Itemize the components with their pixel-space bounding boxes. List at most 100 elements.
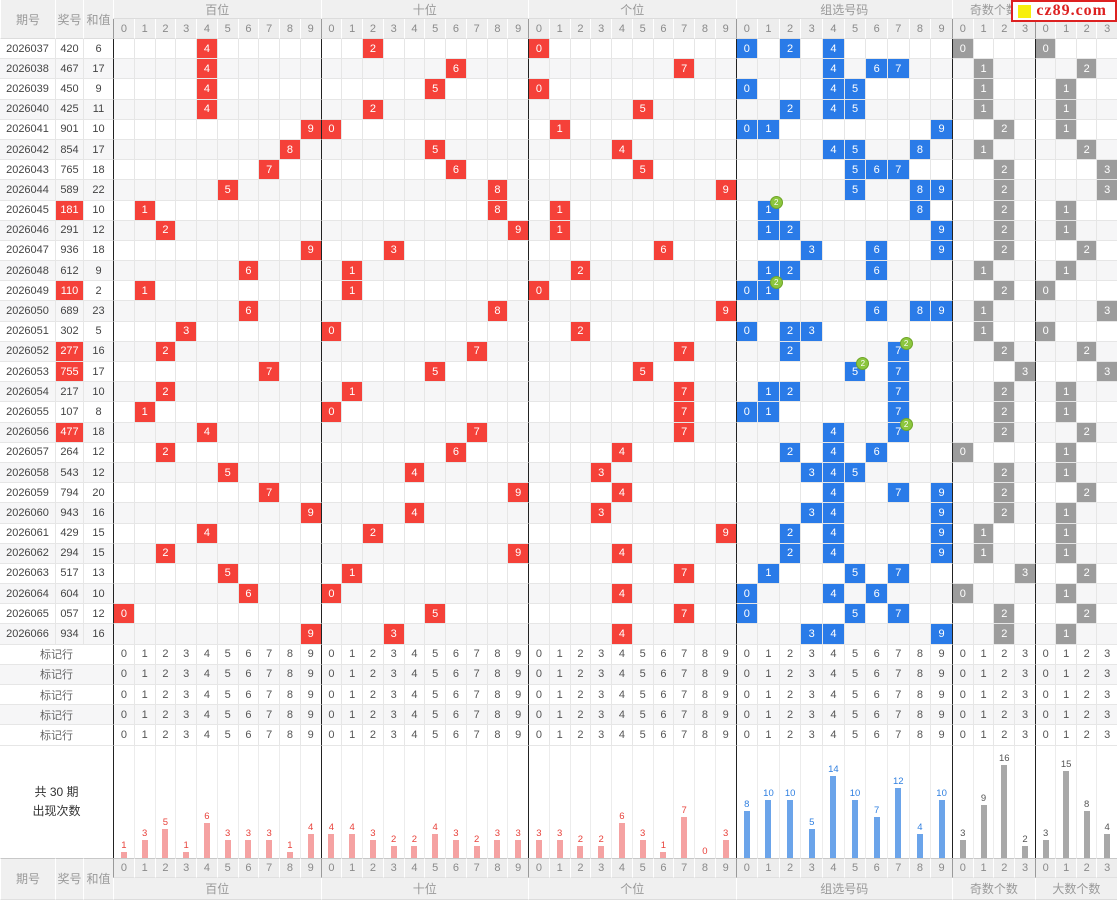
mark-cell-group-5[interactable]: 5 [843, 644, 866, 665]
mark-cell-group-5[interactable]: 5 [843, 685, 866, 706]
mark-cell-big-0[interactable]: 0 [1034, 725, 1056, 746]
mark-cell-odd-0[interactable]: 0 [951, 644, 973, 665]
mark-cell-group-1[interactable]: 1 [757, 644, 779, 665]
mark-cell-units-2[interactable]: 2 [569, 705, 591, 726]
mark-cell-odd-0[interactable]: 0 [951, 664, 973, 685]
mark-cell-big-2[interactable]: 2 [1075, 644, 1097, 665]
mark-cell-units-5[interactable]: 5 [631, 664, 653, 685]
mark-cell-odd-3[interactable]: 3 [1014, 644, 1035, 665]
mark-cell-units-3[interactable]: 3 [590, 705, 611, 726]
mark-cell-hundreds-1[interactable]: 1 [133, 705, 155, 726]
mark-cell-group-3[interactable]: 3 [800, 664, 823, 685]
mark-cell-tens-8[interactable]: 8 [486, 664, 508, 685]
mark-cell-units-8[interactable]: 8 [694, 664, 715, 685]
mark-cell-group-8[interactable]: 8 [908, 644, 931, 665]
mark-cell-big-2[interactable]: 2 [1075, 725, 1097, 746]
mark-cell-big-3[interactable]: 3 [1096, 685, 1117, 706]
mark-cell-group-3[interactable]: 3 [800, 725, 823, 746]
mark-cell-group-1[interactable]: 1 [757, 685, 779, 706]
mark-cell-units-9[interactable]: 9 [714, 644, 736, 665]
mark-cell-group-6[interactable]: 6 [865, 685, 887, 706]
mark-cell-group-9[interactable]: 9 [930, 685, 952, 706]
mark-cell-group-9[interactable]: 9 [930, 664, 952, 685]
mark-cell-units-5[interactable]: 5 [631, 685, 653, 706]
mark-cell-tens-2[interactable]: 2 [362, 725, 383, 746]
mark-cell-hundreds-8[interactable]: 8 [279, 664, 300, 685]
mark-cell-tens-1[interactable]: 1 [341, 705, 362, 726]
mark-cell-hundreds-4[interactable]: 4 [196, 685, 217, 706]
mark-cell-hundreds-9[interactable]: 9 [299, 644, 321, 665]
mark-cell-hundreds-6[interactable]: 6 [237, 685, 259, 706]
mark-cell-tens-2[interactable]: 2 [362, 664, 383, 685]
mark-cell-units-7[interactable]: 7 [673, 644, 694, 665]
mark-cell-odd-0[interactable]: 0 [951, 685, 973, 706]
mark-cell-units-9[interactable]: 9 [714, 705, 736, 726]
mark-cell-hundreds-0[interactable]: 0 [113, 685, 134, 706]
mark-cell-units-2[interactable]: 2 [569, 685, 591, 706]
mark-cell-tens-7[interactable]: 7 [465, 685, 487, 706]
mark-cell-group-2[interactable]: 2 [778, 644, 801, 665]
mark-cell-big-2[interactable]: 2 [1075, 705, 1097, 726]
mark-cell-hundreds-1[interactable]: 1 [133, 725, 155, 746]
mark-cell-hundreds-1[interactable]: 1 [133, 664, 155, 685]
mark-cell-tens-8[interactable]: 8 [486, 705, 508, 726]
mark-cell-group-0[interactable]: 0 [735, 705, 758, 726]
mark-cell-tens-5[interactable]: 5 [424, 664, 445, 685]
mark-cell-tens-0[interactable]: 0 [320, 644, 342, 665]
mark-cell-units-1[interactable]: 1 [548, 725, 570, 746]
mark-cell-group-6[interactable]: 6 [865, 644, 887, 665]
mark-cell-group-6[interactable]: 6 [865, 725, 887, 746]
mark-cell-hundreds-5[interactable]: 5 [216, 644, 238, 665]
mark-cell-big-3[interactable]: 3 [1096, 705, 1117, 726]
mark-cell-units-8[interactable]: 8 [694, 705, 715, 726]
mark-cell-group-4[interactable]: 4 [822, 664, 844, 685]
mark-cell-odd-2[interactable]: 2 [993, 725, 1015, 746]
mark-cell-tens-7[interactable]: 7 [465, 644, 487, 665]
mark-cell-group-0[interactable]: 0 [735, 685, 758, 706]
mark-cell-big-3[interactable]: 3 [1096, 725, 1117, 746]
mark-cell-hundreds-9[interactable]: 9 [299, 725, 321, 746]
mark-cell-hundreds-6[interactable]: 6 [237, 664, 259, 685]
mark-cell-units-1[interactable]: 1 [548, 685, 570, 706]
mark-cell-tens-4[interactable]: 4 [403, 685, 425, 706]
mark-cell-tens-0[interactable]: 0 [320, 685, 342, 706]
mark-cell-odd-1[interactable]: 1 [972, 685, 994, 706]
mark-cell-big-1[interactable]: 1 [1055, 664, 1076, 685]
mark-cell-hundreds-9[interactable]: 9 [299, 664, 321, 685]
mark-cell-group-6[interactable]: 6 [865, 705, 887, 726]
mark-cell-group-2[interactable]: 2 [778, 664, 801, 685]
mark-cell-big-3[interactable]: 3 [1096, 664, 1117, 685]
mark-cell-odd-2[interactable]: 2 [993, 705, 1015, 726]
mark-cell-units-0[interactable]: 0 [528, 664, 549, 685]
mark-cell-tens-5[interactable]: 5 [424, 705, 445, 726]
mark-cell-group-0[interactable]: 0 [735, 664, 758, 685]
mark-cell-big-0[interactable]: 0 [1034, 664, 1056, 685]
mark-cell-tens-8[interactable]: 8 [486, 685, 508, 706]
mark-cell-group-7[interactable]: 7 [886, 664, 909, 685]
mark-cell-hundreds-7[interactable]: 7 [258, 705, 279, 726]
mark-cell-group-1[interactable]: 1 [757, 664, 779, 685]
mark-cell-group-5[interactable]: 5 [843, 725, 866, 746]
mark-cell-hundreds-3[interactable]: 3 [175, 685, 196, 706]
mark-cell-hundreds-1[interactable]: 1 [133, 685, 155, 706]
mark-cell-hundreds-9[interactable]: 9 [299, 685, 321, 706]
mark-cell-tens-2[interactable]: 2 [362, 644, 383, 665]
mark-cell-odd-2[interactable]: 2 [993, 644, 1015, 665]
mark-cell-group-1[interactable]: 1 [757, 705, 779, 726]
mark-cell-hundreds-3[interactable]: 3 [175, 725, 196, 746]
mark-cell-hundreds-5[interactable]: 5 [216, 664, 238, 685]
mark-cell-tens-1[interactable]: 1 [341, 685, 362, 706]
mark-cell-big-1[interactable]: 1 [1055, 725, 1076, 746]
mark-cell-big-0[interactable]: 0 [1034, 685, 1056, 706]
mark-cell-units-4[interactable]: 4 [611, 705, 632, 726]
mark-cell-hundreds-2[interactable]: 2 [154, 725, 176, 746]
mark-cell-hundreds-2[interactable]: 2 [154, 664, 176, 685]
mark-cell-odd-1[interactable]: 1 [972, 725, 994, 746]
mark-cell-hundreds-3[interactable]: 3 [175, 664, 196, 685]
mark-cell-group-3[interactable]: 3 [800, 644, 823, 665]
mark-cell-tens-1[interactable]: 1 [341, 725, 362, 746]
mark-cell-units-7[interactable]: 7 [673, 725, 694, 746]
mark-cell-odd-3[interactable]: 3 [1014, 664, 1035, 685]
mark-cell-odd-0[interactable]: 0 [951, 705, 973, 726]
mark-cell-units-3[interactable]: 3 [590, 644, 611, 665]
